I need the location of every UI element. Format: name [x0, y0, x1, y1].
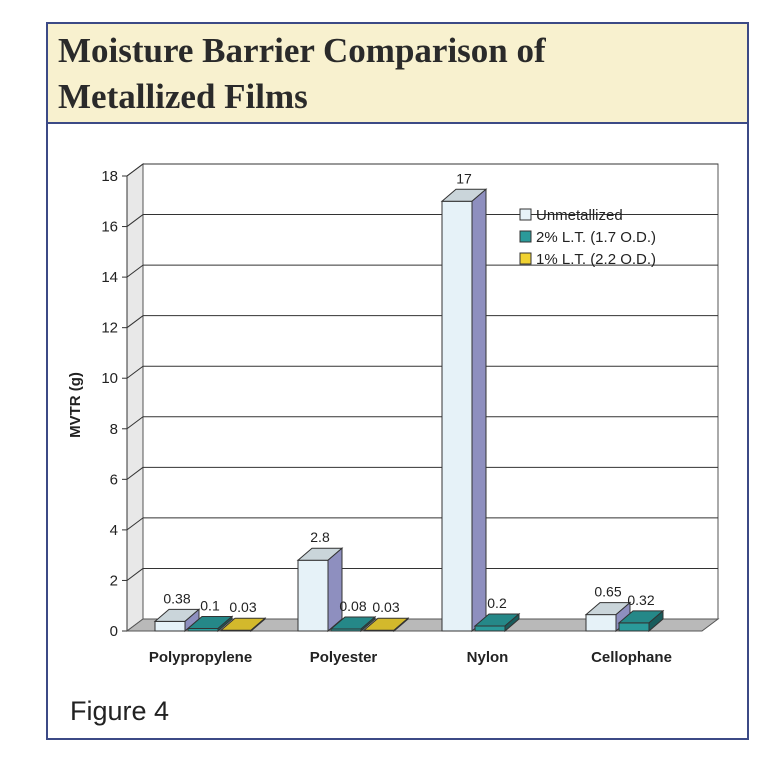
gridline-side: [126, 416, 144, 430]
side-wall: [126, 163, 144, 632]
back-wall: [142, 163, 719, 620]
bar: [186, 615, 234, 633]
y-tick-label: 0: [110, 623, 118, 640]
bar-side: [360, 615, 376, 633]
title-band: Moisture Barrier Comparison of Metallize…: [48, 24, 747, 124]
bar-side: [250, 617, 266, 633]
chart-floor: [125, 618, 720, 632]
gridline-side: [126, 466, 144, 480]
y-tick-label: 18: [101, 168, 118, 185]
bar-side: [504, 612, 520, 633]
bar-front: [441, 200, 473, 632]
data-label: 0.08: [339, 598, 366, 614]
y-tick-label: 10: [101, 370, 118, 387]
y-axis-label: MVTR (g): [67, 372, 84, 438]
y-tick-label: 12: [101, 320, 118, 337]
data-label: 17: [456, 170, 472, 186]
gridline-side: [126, 264, 144, 278]
data-label: 0.38: [163, 590, 190, 606]
data-label: 0.32: [627, 592, 654, 608]
chart-title: Moisture Barrier Comparison of Metallize…: [58, 31, 546, 116]
y-axis: 0 2 4 6 8 10 12 14 16 18: [101, 168, 128, 640]
data-label: 0.1: [200, 597, 220, 613]
bar-side: [217, 615, 233, 633]
bar: [362, 617, 410, 633]
legend-entry: Unmetallized: [536, 207, 623, 224]
y-tick-label: 2: [110, 572, 118, 589]
bar-front: [297, 559, 329, 632]
data-label: 0.65: [594, 584, 621, 600]
category-label: Polypropylene: [149, 649, 252, 666]
bar: [473, 612, 521, 633]
data-labels: 0.38 2.8 17 0.65 0.1 0.08 0.2 0.32 0.03 0.03: [163, 170, 654, 615]
data-label: 2.8: [310, 529, 330, 545]
gridline-side: [126, 163, 144, 177]
data-label: 0.2: [487, 595, 507, 611]
gridlines: [126, 163, 718, 581]
gridline-side: [126, 568, 144, 581]
bar: [219, 617, 267, 633]
y-tick-label: 4: [110, 522, 118, 539]
y-tick-label: 14: [101, 269, 118, 286]
y-tick-label: 6: [110, 471, 118, 488]
bar: [440, 188, 488, 633]
bar-front: [585, 614, 617, 632]
bar: [296, 547, 344, 633]
figure-caption: Figure 4: [70, 696, 170, 726]
bar-side: [327, 547, 343, 633]
bar-side: [393, 617, 409, 633]
category-label: Nylon: [467, 649, 509, 666]
floor: [125, 618, 720, 632]
category-label: Polyester: [310, 649, 378, 666]
bars: [153, 188, 665, 633]
bar-front: [154, 620, 186, 632]
legend-entry: 2% L.T. (1.7 O.D.): [536, 229, 656, 246]
gridline-side: [126, 315, 144, 329]
y-tick-label: 8: [110, 421, 118, 438]
legend-swatch: [519, 208, 532, 221]
gridline-side: [126, 365, 144, 379]
bar-front: [618, 622, 650, 632]
bar: [329, 615, 377, 633]
legend-swatch: [519, 252, 532, 265]
legend: Unmetallized 2% L.T. (1.7 O.D.) 1% L.T. (2…: [519, 207, 656, 268]
gridline-side: [126, 214, 144, 227]
legend-swatch: [519, 230, 532, 243]
category-label: Cellophane: [591, 649, 672, 666]
bar-front: [474, 625, 506, 632]
legend-entry: 1% L.T. (2.2 O.D.): [536, 251, 656, 268]
y-tick-label: 16: [101, 219, 118, 236]
data-label: 0.03: [229, 599, 256, 615]
data-label: 0.03: [372, 599, 399, 615]
gridline-side: [126, 517, 144, 531]
bar-side: [471, 188, 487, 633]
bar: [617, 609, 665, 633]
bar-side: [648, 609, 664, 633]
category-labels: Polypropylene Polyester Nylon Cellophane: [149, 649, 672, 666]
